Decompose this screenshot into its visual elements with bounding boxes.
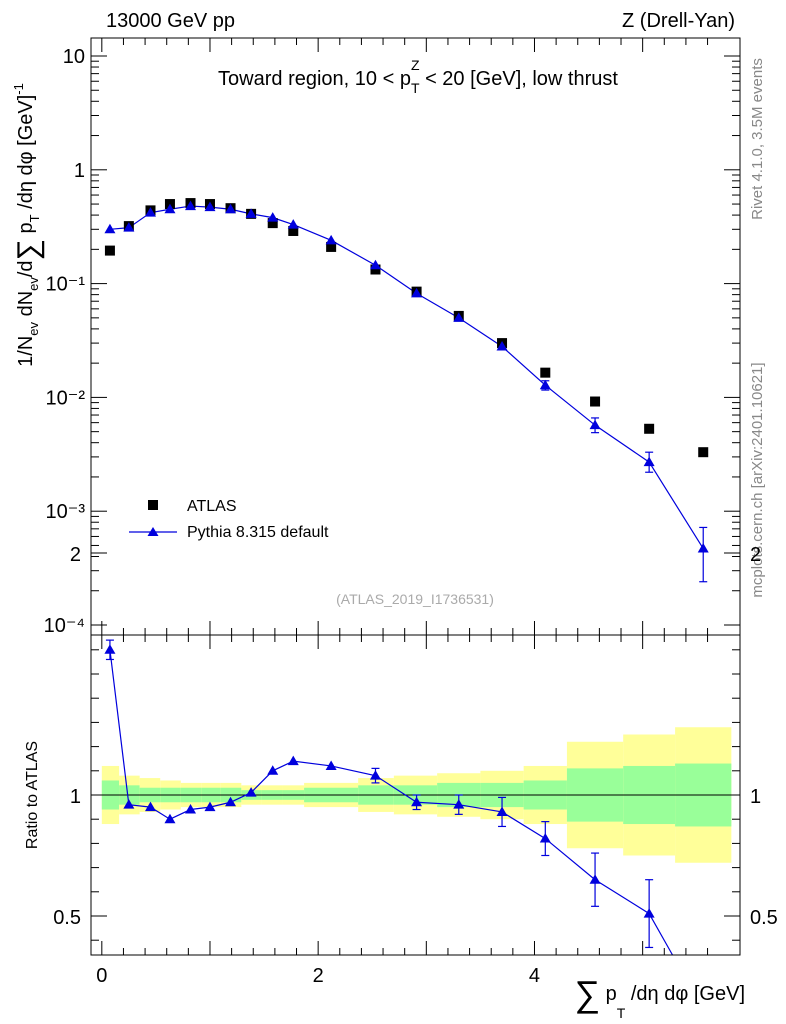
ratio-point <box>496 806 508 816</box>
main-panel: 10⁻⁴ 10⁻³ 10⁻² 10⁻¹ 1 10 Toward region, 10 < … <box>11 37 741 637</box>
mc-point <box>325 234 337 245</box>
ratio-y-tick-label: 1 <box>70 786 81 808</box>
x-tick-label: 0 <box>96 965 107 987</box>
main-y-tick-label: 10⁻² <box>46 387 86 409</box>
mcplots-label: mcplots.cern.ch [arXiv:2401.10621] <box>749 362 766 597</box>
ratio-point <box>245 787 257 797</box>
mc-point <box>104 223 116 234</box>
ratio-point <box>144 801 156 812</box>
title-sub: T <box>411 80 420 96</box>
main-frame <box>90 37 741 636</box>
mc-point <box>287 219 299 229</box>
mc-point <box>225 203 237 214</box>
energy-label: 13000 GeV pp <box>106 10 235 32</box>
reference-label: (ATLAS_2019_I1736531) <box>336 591 494 607</box>
ratio-frame <box>90 634 741 956</box>
main-title: Toward region, 10 < pT < 20 [GeV], low t… <box>218 57 618 96</box>
ratio-point <box>369 770 381 780</box>
mc-point <box>267 212 279 222</box>
main-y-tick-label: 10 <box>63 46 85 68</box>
mc-point <box>539 379 551 390</box>
main-y-tick-label: 10⁻¹ <box>46 274 86 296</box>
ratio-point <box>589 874 601 884</box>
mc-point <box>245 208 257 218</box>
ratio-point <box>325 760 337 770</box>
ratio-point <box>411 796 423 807</box>
x-tick-label: 2 <box>313 965 324 987</box>
ratio-point <box>204 801 216 812</box>
legend-atlas-marker <box>148 500 158 510</box>
mc-point <box>164 203 176 214</box>
mc-point <box>697 543 709 553</box>
title-prefix: Toward region, 10 < p <box>218 68 411 90</box>
atlas-point <box>288 225 299 236</box>
mc-point <box>411 287 423 298</box>
svg-text:Toward region, 10 < pT < 20 [G: Toward region, 10 < pT < 20 [GeV], low t… <box>218 68 618 96</box>
ratio-panel: 0.5 0.5 1 1 2 2 0 2 4 Ratio to ATLAS <box>24 544 778 987</box>
legend-atlas-label: ATLAS <box>187 498 237 515</box>
ratio-point <box>539 833 551 843</box>
ratio-y-tick-label-right: 0.5 <box>750 907 778 929</box>
ratio-point <box>267 765 279 775</box>
legend: ATLAS Pythia 8.315 default <box>129 498 329 541</box>
main-y-tick-label: 1 <box>74 160 85 182</box>
atlas-point <box>267 218 278 229</box>
ratio-y-tick-label: 2 <box>70 544 81 566</box>
mc-point <box>589 419 601 430</box>
ratio-y-tick-label-right: 1 <box>750 786 761 808</box>
ratio-point <box>164 813 176 824</box>
ratio-point <box>287 755 299 766</box>
x-tick-label: 4 <box>529 965 540 987</box>
ratio-point <box>453 799 465 809</box>
ratio-point <box>185 804 197 814</box>
mc-point <box>204 201 216 212</box>
rivet-version-label: Rivet 4.1.0, 3.5M events <box>749 58 766 220</box>
ratio-point <box>225 796 237 807</box>
legend-mc-marker <box>147 527 159 536</box>
ratio-point <box>123 799 135 809</box>
ratio-y-tick-label: 0.5 <box>53 907 81 929</box>
mc-point <box>369 259 381 270</box>
atlas-point <box>370 264 381 275</box>
ratio-y-tick-label-right: 2 <box>750 544 761 566</box>
ratio-point <box>104 644 116 654</box>
mc-point <box>123 222 135 232</box>
mc-point <box>185 200 197 211</box>
mc-point <box>144 207 156 217</box>
main-y-tick-label: 10⁻⁴ <box>44 615 85 637</box>
atlas-point <box>326 241 337 252</box>
legend-mc-label: Pythia 8.315 default <box>187 524 329 541</box>
atlas-point <box>698 447 709 458</box>
mc-point <box>496 341 508 351</box>
ratio-y-axis-label: Ratio to ATLAS <box>24 741 41 849</box>
atlas-point <box>540 367 551 378</box>
atlas-point <box>104 245 115 256</box>
atlas-point <box>590 396 601 407</box>
mc-point <box>453 312 465 322</box>
svg-text:∑ pT /dη dφ [GeV]: ∑ pT /dη dφ [GeV] <box>574 973 745 1021</box>
mc-point <box>643 456 655 467</box>
process-label: Z (Drell-Yan) <box>622 10 735 32</box>
atlas-point <box>644 423 655 434</box>
title-sup: Z <box>411 57 420 73</box>
main-y-axis-label: 1/Nev dNev/d∑ pT /dη dφ [GeV]-1 <box>11 83 45 367</box>
ratio-point <box>643 908 655 918</box>
svg-text:1/Nev dNev/d∑ pT /dη dφ [GeV]: 1/Nev dNev/d∑ pT /dη dφ [GeV]-1 <box>11 83 45 367</box>
title-suffix: < 20 [GeV], low thrust <box>420 68 619 90</box>
main-y-tick-label: 10⁻³ <box>46 501 86 523</box>
x-axis-label: ∑ pT /dη dφ [GeV] <box>574 973 745 1021</box>
